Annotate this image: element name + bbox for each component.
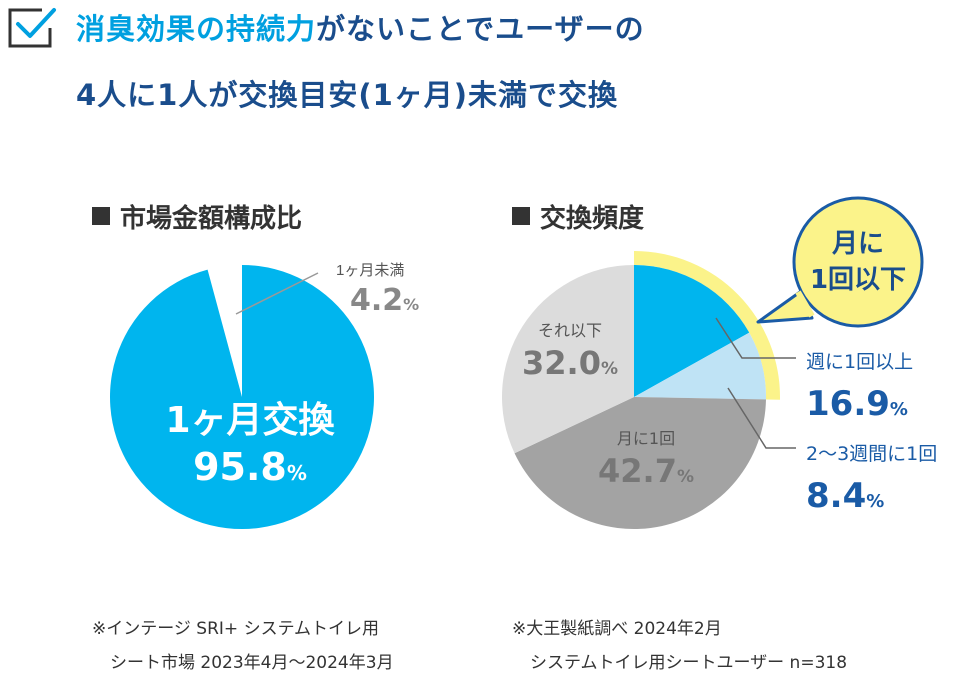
label-monthly: 月に1回 [617,429,675,448]
source-note-left-line-1: ※インテージ SRI+ システムトイレ用 [92,619,380,639]
callout-line-2: 1回以下 [810,265,906,295]
pie-slice-2-3-weeks [634,332,767,400]
callout-bubble [792,196,924,328]
callout-line-1: 月に [831,229,884,259]
source-note-right: ※大王製紙調べ 2024年2月 システムトイレ用シートユーザー n=318 [512,612,847,680]
square-bullet-icon [92,207,110,225]
value-weekly-or-more: 16.9% [806,384,908,424]
label-weekly-or-more: 週に1回以上 [806,351,913,373]
label-2-3-weeks: 2〜3週間に1回 [806,443,937,465]
frequency-pie: 月に 1回以下 週に1回以上 16.9% 2〜3週間に1回 8.4% 月に1回 … [501,196,937,530]
value-monthly: 42.7% [598,452,694,490]
square-bullet-icon [512,207,530,225]
headline-line-1: 消臭効果の持続力がないことでユーザーの [76,6,645,48]
market-share-title: 市場金額構成比 [120,204,303,234]
leader-line-2-3-weeks [727,387,796,449]
value-2-3-weeks: 8.4% [806,476,884,516]
section-title-market-share: 市場金額構成比 [92,198,302,235]
value-less: 32.0% [522,344,618,382]
frequency-title: 交換頻度 [540,204,645,234]
headline-rest: がないことでユーザーの [316,12,645,46]
highlight-arc-monthly-or-less [634,251,780,400]
leader-line-weekly [715,317,796,359]
label-under-1-month: 1ヶ月未満 [336,262,404,279]
headline-line-2: 4人に1人が交換目安(1ヶ月)未満で交換 [76,78,619,112]
pie-slice-monthly [514,397,766,530]
value-under-1-month: 4.2% [350,283,419,318]
pie-slice-under-1-month [207,265,242,397]
pie-slice-weekly-or-more [634,265,750,397]
checkbox-check-icon [8,8,56,48]
headline-highlight: 消臭効果の持続力 [76,12,317,46]
source-note-right-line-1: ※大王製紙調べ 2024年2月 [512,619,722,639]
leader-line-under-1-month [235,272,319,315]
value-1-month: 95.8% [193,445,307,489]
callout-seam [795,290,815,318]
source-note-left-line-2: シート市場 2023年4月〜2024年3月 [110,653,394,673]
pie-slice-1-month [110,265,375,529]
source-note-left: ※インテージ SRI+ システムトイレ用 シート市場 2023年4月〜2024年… [92,612,394,680]
source-note-right-line-2: システムトイレ用シートユーザー n=318 [530,653,848,673]
pie-slice-less [501,265,634,454]
market-share-pie: 1ヶ月未満 4.2% 1ヶ月交換 95.8% [110,262,419,529]
label-1-month: 1ヶ月交換 [165,399,335,441]
section-title-frequency: 交換頻度 [512,198,644,235]
label-less: それ以下 [538,321,602,340]
